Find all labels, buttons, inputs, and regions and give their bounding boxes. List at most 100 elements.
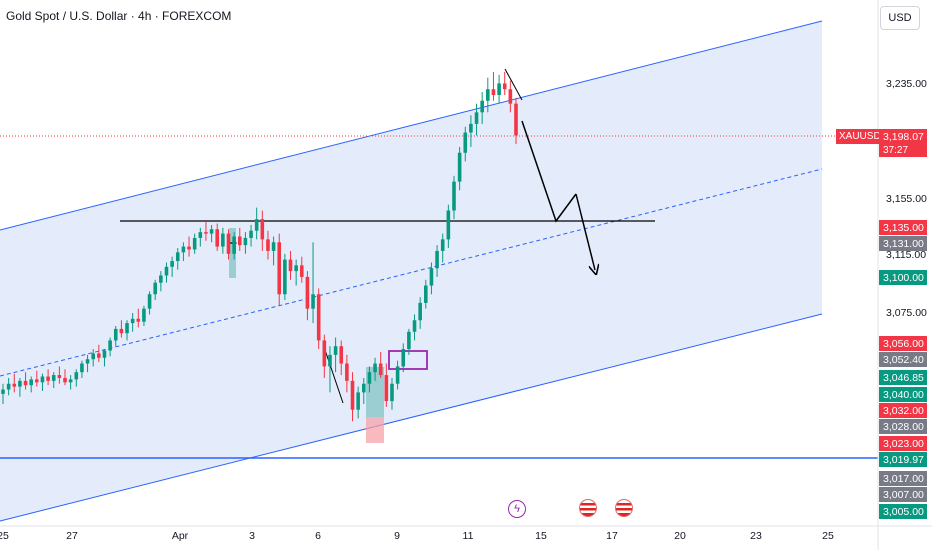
candle-body[interactable] bbox=[108, 340, 112, 351]
price-channel-fill[interactable] bbox=[0, 21, 822, 521]
shaded-range-box-red[interactable] bbox=[366, 417, 384, 443]
candle-body[interactable] bbox=[35, 379, 39, 383]
projection-arrow[interactable] bbox=[575, 193, 595, 270]
candle-body[interactable] bbox=[215, 229, 220, 247]
candle-body[interactable] bbox=[237, 236, 242, 246]
candle-body[interactable] bbox=[18, 380, 22, 387]
candle-body[interactable] bbox=[457, 152, 462, 182]
candle-body[interactable] bbox=[311, 294, 315, 309]
candle-body[interactable] bbox=[333, 346, 338, 355]
candle-body[interactable] bbox=[502, 83, 507, 90]
candle-body[interactable] bbox=[305, 276, 310, 309]
candle-body[interactable] bbox=[390, 383, 394, 402]
candle-body[interactable] bbox=[463, 132, 468, 153]
candle-body[interactable] bbox=[322, 340, 327, 367]
candle-body[interactable] bbox=[119, 328, 124, 334]
candle-body[interactable] bbox=[159, 275, 163, 283]
candle-body[interactable] bbox=[204, 232, 208, 234]
candle-body[interactable] bbox=[345, 363, 349, 381]
candle-body[interactable] bbox=[497, 83, 501, 95]
candle-body[interactable] bbox=[339, 346, 344, 364]
candle-body[interactable] bbox=[192, 237, 197, 250]
candle-body[interactable] bbox=[350, 380, 355, 410]
candle-body[interactable] bbox=[367, 372, 372, 384]
candle-body[interactable] bbox=[435, 250, 439, 269]
candle-body[interactable] bbox=[226, 233, 231, 254]
candle-body[interactable] bbox=[469, 123, 473, 133]
us-flag-event-icon[interactable] bbox=[579, 499, 597, 517]
candle-body[interactable] bbox=[46, 376, 50, 381]
candle-body[interactable] bbox=[491, 89, 496, 95]
candle-body[interactable] bbox=[147, 294, 152, 309]
candle-body[interactable] bbox=[356, 392, 360, 410]
currency-button[interactable]: USD bbox=[880, 6, 920, 30]
candle-body[interactable] bbox=[198, 232, 203, 238]
candle-body[interactable] bbox=[260, 219, 265, 240]
candle-body[interactable] bbox=[63, 377, 67, 383]
candle-body[interactable] bbox=[418, 302, 422, 321]
candle-body[interactable] bbox=[221, 233, 225, 247]
candle-body[interactable] bbox=[452, 181, 456, 211]
trend-line-top[interactable] bbox=[504, 68, 523, 101]
candle-body[interactable] bbox=[361, 383, 366, 393]
candle-body[interactable] bbox=[57, 375, 62, 378]
candle-body[interactable] bbox=[12, 383, 17, 387]
candle-body[interactable] bbox=[514, 103, 518, 136]
candle-body[interactable] bbox=[378, 363, 383, 376]
projection-path[interactable] bbox=[521, 120, 577, 223]
candle-body[interactable] bbox=[209, 229, 214, 234]
trend-line-left[interactable] bbox=[322, 343, 344, 404]
candle-body[interactable] bbox=[102, 350, 107, 358]
candle-body[interactable] bbox=[170, 261, 174, 267]
highlight-rectangle[interactable] bbox=[388, 350, 428, 370]
candle-body[interactable] bbox=[130, 318, 135, 324]
candle-body[interactable] bbox=[113, 328, 118, 341]
candle-body[interactable] bbox=[136, 318, 141, 322]
candle-body[interactable] bbox=[232, 236, 236, 254]
candle-body[interactable] bbox=[181, 246, 186, 253]
candle-body[interactable] bbox=[125, 323, 129, 334]
candle-body[interactable] bbox=[1, 389, 5, 394]
candle-body[interactable] bbox=[271, 242, 276, 251]
candle-body[interactable] bbox=[249, 230, 253, 238]
channel-upper-line[interactable] bbox=[0, 20, 823, 231]
candlestick-series[interactable] bbox=[1, 71, 518, 422]
candle-body[interactable] bbox=[164, 266, 169, 276]
candle-body[interactable] bbox=[97, 353, 101, 358]
candle-body[interactable] bbox=[373, 363, 377, 373]
candle-body[interactable] bbox=[74, 372, 79, 380]
candle-body[interactable] bbox=[384, 375, 389, 402]
candle-body[interactable] bbox=[412, 320, 417, 332]
candle-body[interactable] bbox=[429, 268, 434, 286]
us-flag-event-icon[interactable] bbox=[615, 499, 633, 517]
candle-body[interactable] bbox=[29, 379, 33, 386]
candle-body[interactable] bbox=[153, 282, 158, 295]
candle-body[interactable] bbox=[142, 308, 146, 322]
channel-lower-line[interactable] bbox=[0, 313, 823, 522]
dividend-event-icon[interactable]: ϟ bbox=[508, 500, 526, 518]
candle-body[interactable] bbox=[407, 331, 411, 350]
candle-body[interactable] bbox=[395, 366, 400, 384]
candle-body[interactable] bbox=[316, 294, 321, 341]
candle-body[interactable] bbox=[401, 349, 406, 367]
candle-body[interactable] bbox=[299, 265, 304, 277]
candle-body[interactable] bbox=[508, 89, 513, 104]
channel-mid-line[interactable] bbox=[0, 168, 823, 377]
candle-body[interactable] bbox=[446, 210, 451, 240]
candle-body[interactable] bbox=[243, 237, 248, 246]
candle-body[interactable] bbox=[440, 239, 445, 251]
candle-body[interactable] bbox=[187, 246, 191, 250]
candle-body[interactable] bbox=[283, 259, 287, 295]
candle-body[interactable] bbox=[486, 89, 490, 101]
candle-body[interactable] bbox=[480, 100, 484, 113]
candle-body[interactable] bbox=[474, 112, 479, 124]
candle-body[interactable] bbox=[51, 375, 56, 381]
candle-body[interactable] bbox=[85, 359, 90, 364]
candle-body[interactable] bbox=[288, 259, 293, 272]
candle-body[interactable] bbox=[68, 379, 73, 383]
candle-body[interactable] bbox=[23, 380, 28, 386]
candle-body[interactable] bbox=[424, 285, 428, 303]
candle-body[interactable] bbox=[277, 242, 282, 295]
candle-body[interactable] bbox=[294, 265, 298, 272]
